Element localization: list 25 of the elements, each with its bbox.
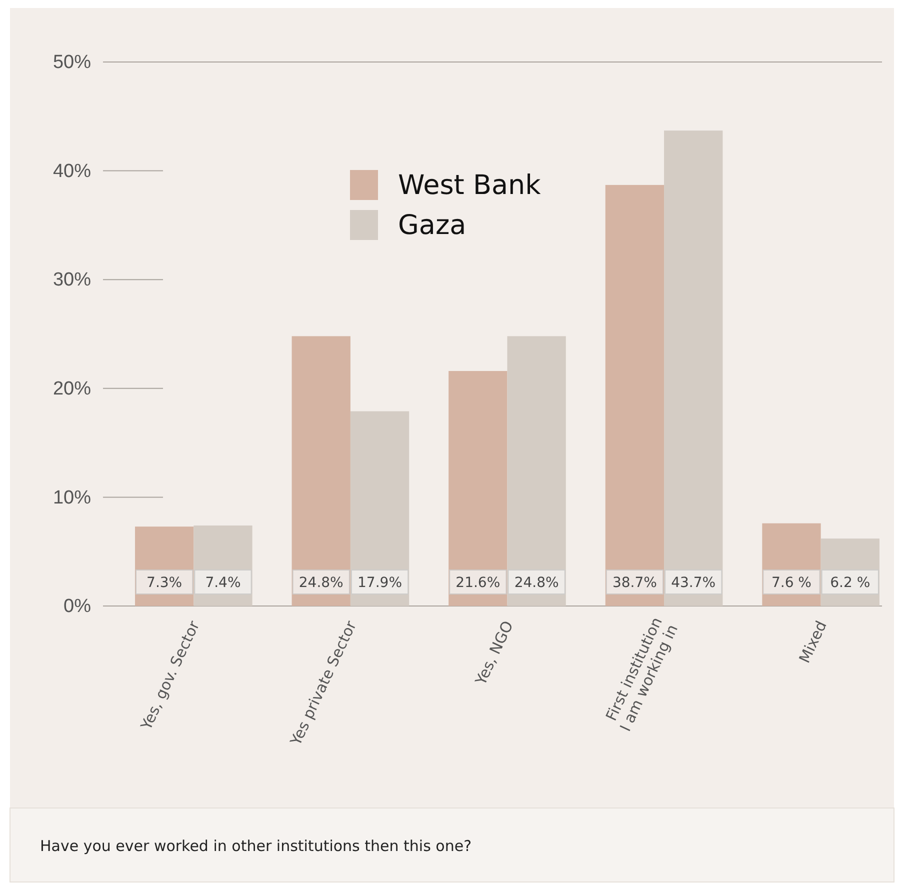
- legend-label: Gaza: [398, 210, 466, 241]
- text: Have you ever worked in other institutions then this one?: [40, 837, 472, 855]
- data-label: 17.9%: [358, 575, 402, 591]
- bar: [448, 370, 508, 606]
- data-label: 38.7%: [612, 575, 657, 591]
- data-label: 6.2 %: [830, 575, 870, 591]
- y-tick-label: 50%: [52, 52, 92, 74]
- y-tick-label: 20%: [52, 378, 92, 400]
- bar: [605, 184, 664, 606]
- y-tick-label: 40%: [52, 160, 92, 182]
- data-label: 24.8%: [514, 575, 559, 591]
- bar: [664, 130, 723, 606]
- legend-label: West Bank: [398, 170, 542, 201]
- x-tick-label: Yes, NGO: [471, 618, 517, 689]
- data-label: 21.6%: [456, 575, 500, 591]
- y-tick-label: 10%: [52, 487, 92, 508]
- y-tick-label: 30%: [52, 270, 92, 291]
- data-label: 43.7%: [671, 575, 716, 591]
- bar: [292, 336, 350, 606]
- data-label: 7.4%: [205, 575, 241, 591]
- data-label: 7.3%: [146, 575, 182, 591]
- data-label: 24.8%: [298, 575, 344, 591]
- bar: [507, 336, 566, 606]
- y-tick-label: 0%: [64, 596, 92, 618]
- data-label: 7.6 %: [771, 575, 812, 591]
